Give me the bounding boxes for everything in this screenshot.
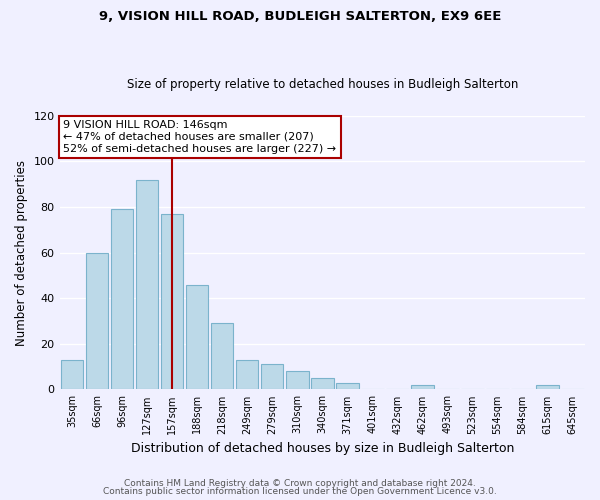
- Bar: [161, 214, 184, 390]
- Bar: [136, 180, 158, 390]
- Bar: [286, 371, 308, 390]
- Text: 9 VISION HILL ROAD: 146sqm
← 47% of detached houses are smaller (207)
52% of sem: 9 VISION HILL ROAD: 146sqm ← 47% of deta…: [63, 120, 337, 154]
- Bar: [311, 378, 334, 390]
- Bar: [536, 385, 559, 390]
- Text: Contains public sector information licensed under the Open Government Licence v3: Contains public sector information licen…: [103, 487, 497, 496]
- Y-axis label: Number of detached properties: Number of detached properties: [15, 160, 28, 346]
- Bar: [261, 364, 283, 390]
- Bar: [86, 252, 109, 390]
- Text: 9, VISION HILL ROAD, BUDLEIGH SALTERTON, EX9 6EE: 9, VISION HILL ROAD, BUDLEIGH SALTERTON,…: [99, 10, 501, 23]
- Bar: [61, 360, 83, 390]
- Text: Contains HM Land Registry data © Crown copyright and database right 2024.: Contains HM Land Registry data © Crown c…: [124, 478, 476, 488]
- Title: Size of property relative to detached houses in Budleigh Salterton: Size of property relative to detached ho…: [127, 78, 518, 91]
- Bar: [336, 382, 359, 390]
- Bar: [411, 385, 434, 390]
- Bar: [236, 360, 259, 390]
- Bar: [111, 210, 133, 390]
- Bar: [186, 284, 208, 390]
- X-axis label: Distribution of detached houses by size in Budleigh Salterton: Distribution of detached houses by size …: [131, 442, 514, 455]
- Bar: [211, 324, 233, 390]
